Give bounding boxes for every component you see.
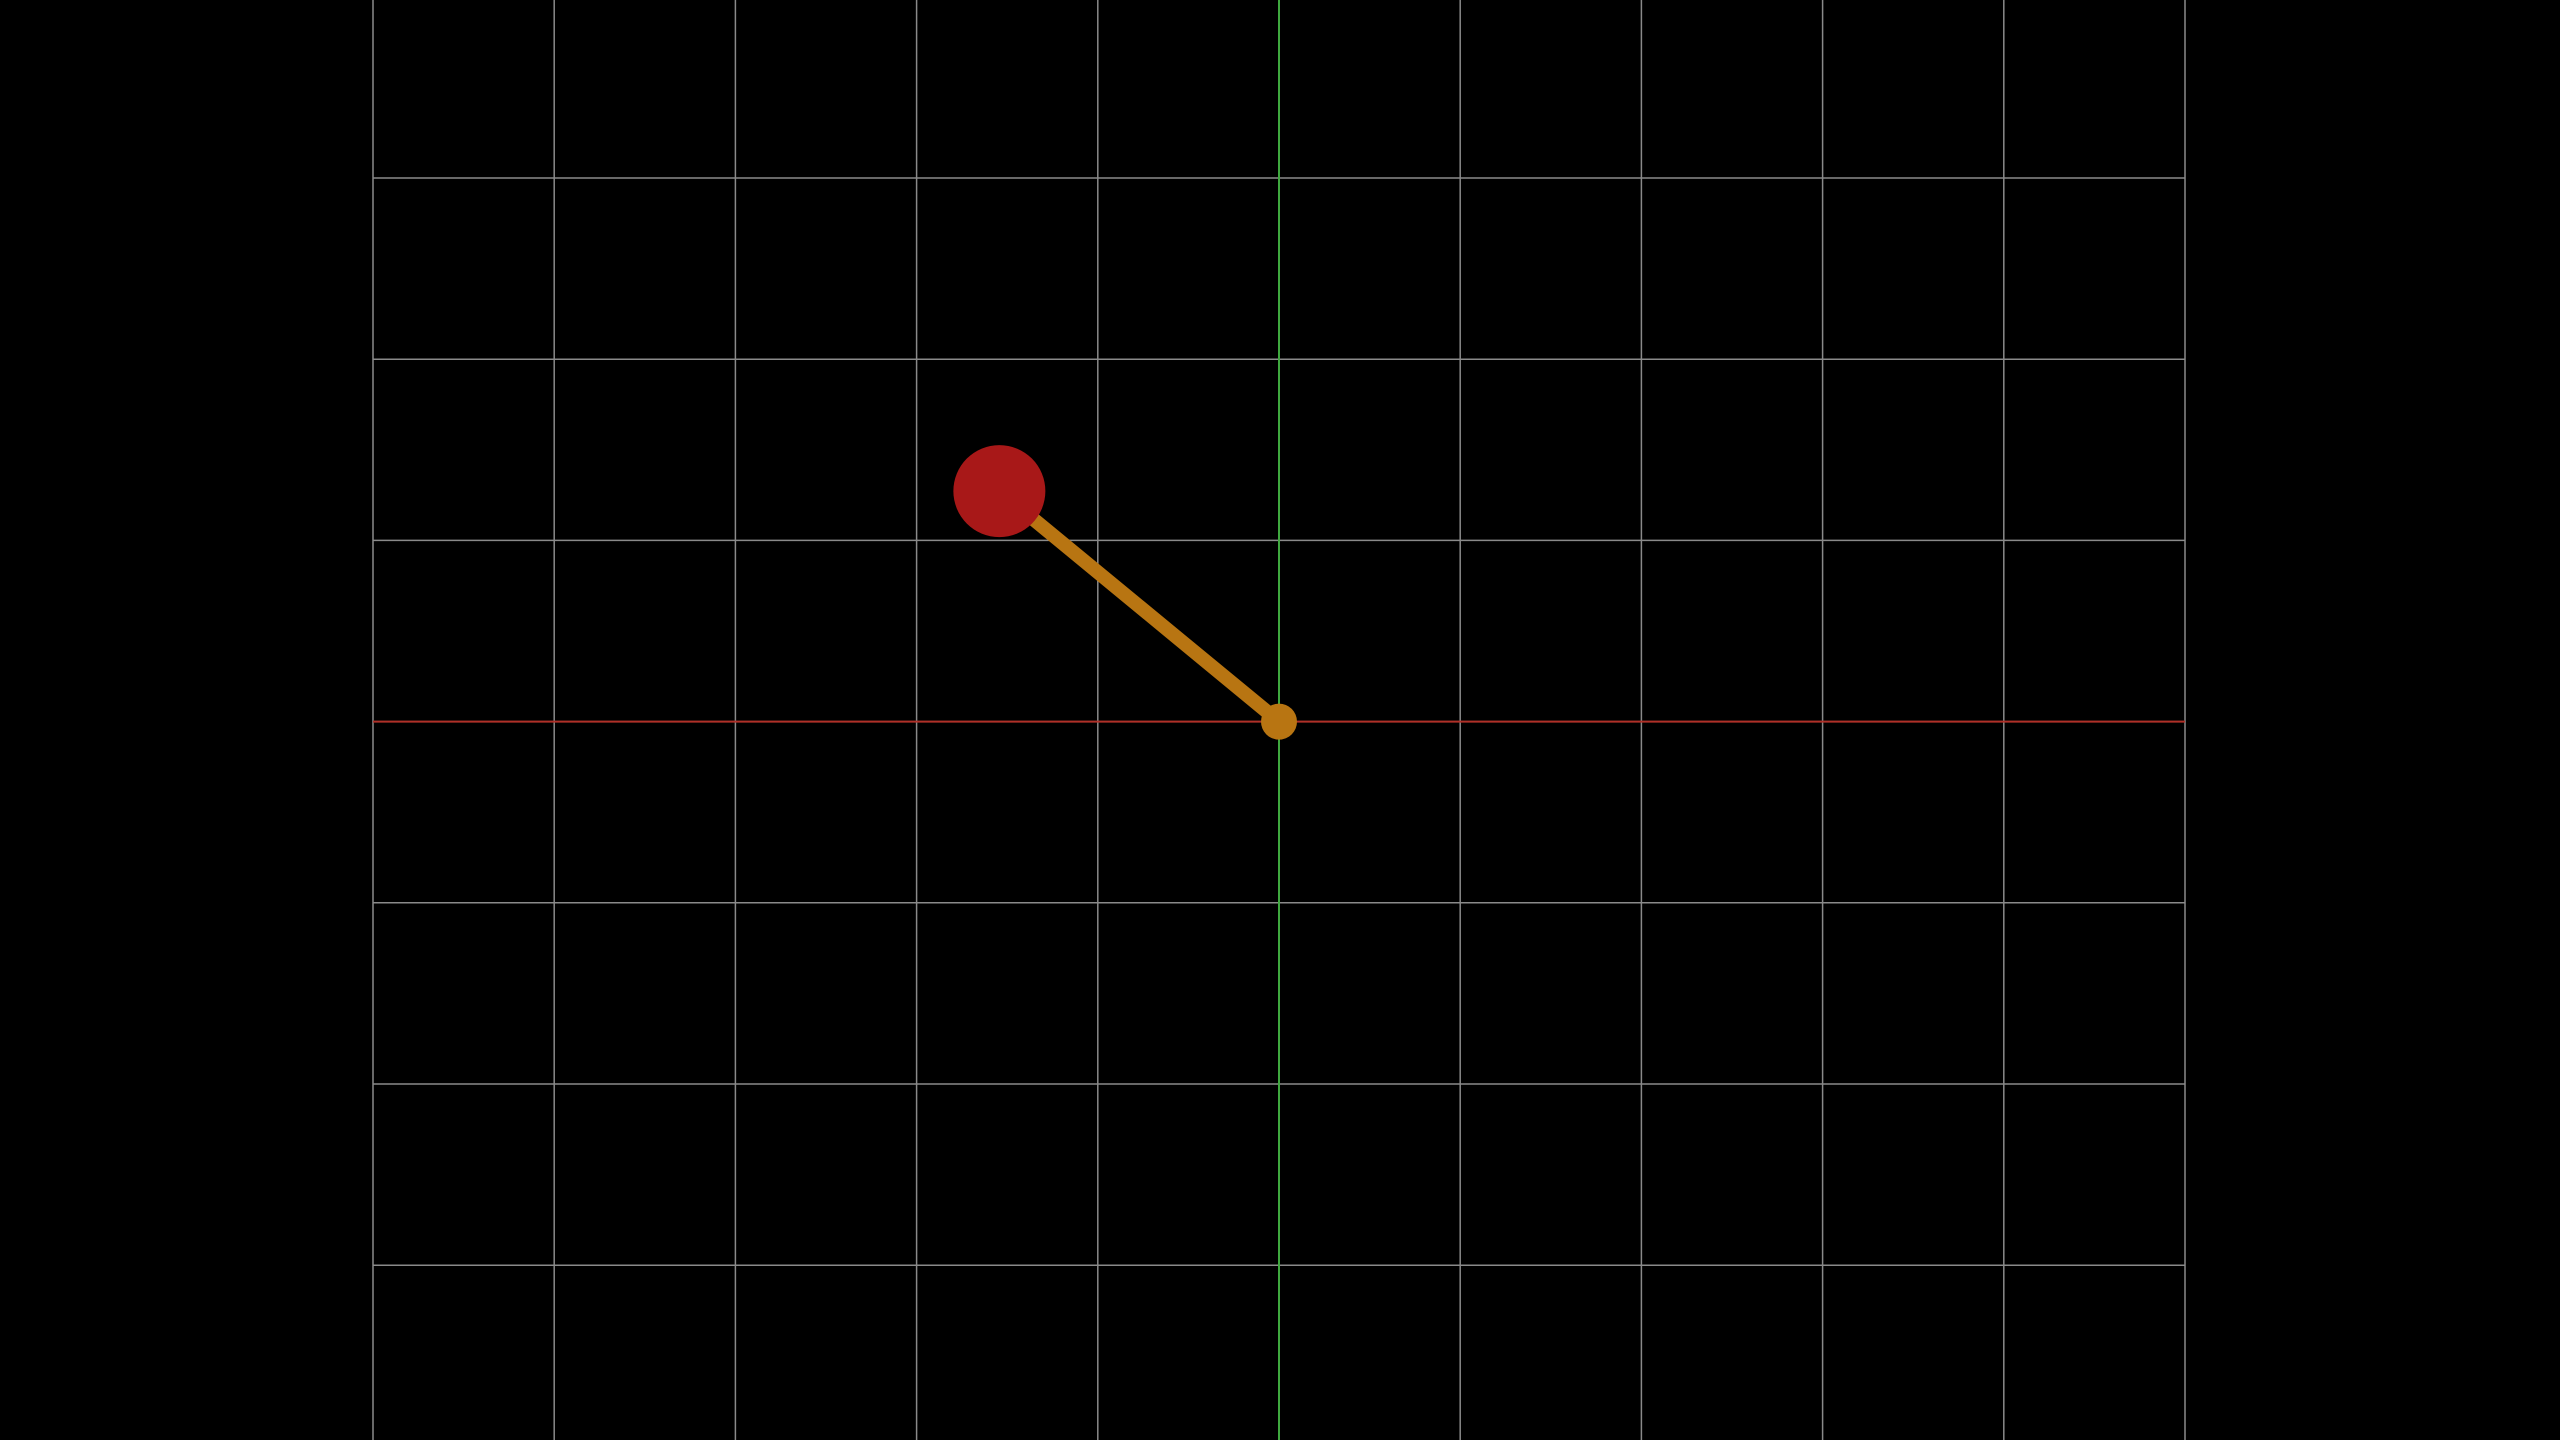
pendulum-bob[interactable] bbox=[953, 445, 1046, 538]
pendulum-rod bbox=[992, 484, 1286, 729]
pivot-dot-icon bbox=[1261, 703, 1297, 740]
pendulum[interactable] bbox=[953, 445, 1297, 740]
